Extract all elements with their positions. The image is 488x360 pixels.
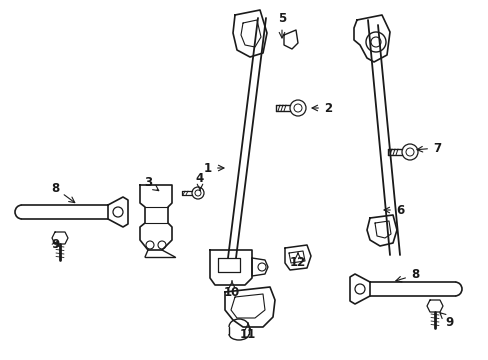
Text: 1: 1 bbox=[203, 162, 224, 175]
Text: 5: 5 bbox=[277, 12, 285, 38]
Text: 9: 9 bbox=[439, 313, 453, 328]
Text: 4: 4 bbox=[196, 171, 203, 190]
Text: 7: 7 bbox=[416, 141, 440, 154]
Text: 6: 6 bbox=[383, 203, 403, 216]
Text: 10: 10 bbox=[224, 281, 240, 300]
Text: 3: 3 bbox=[143, 176, 159, 191]
Text: 8: 8 bbox=[51, 181, 75, 203]
Text: 11: 11 bbox=[240, 323, 256, 342]
Text: 8: 8 bbox=[395, 269, 418, 282]
Text: 12: 12 bbox=[289, 253, 305, 270]
Text: 2: 2 bbox=[311, 102, 331, 114]
Text: 9: 9 bbox=[51, 238, 59, 252]
